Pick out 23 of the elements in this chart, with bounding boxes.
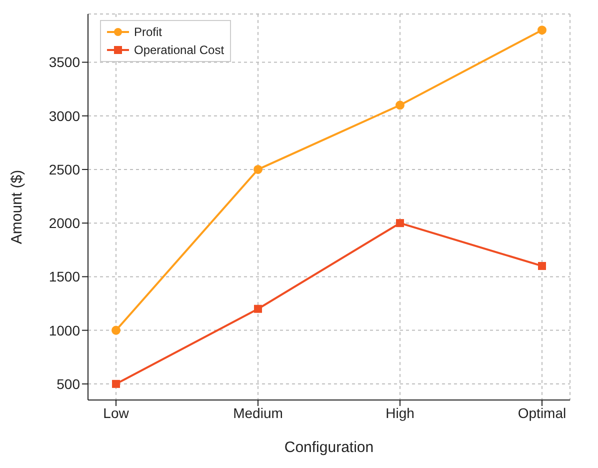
point (396, 219, 404, 228)
y-tick-label: 500 (56, 376, 80, 392)
y-axis-title: Amount ($) (8, 170, 26, 244)
y-tick-label: 2000 (48, 215, 80, 232)
point (254, 304, 262, 313)
point (538, 262, 546, 270)
y-tick-label: 2500 (48, 161, 80, 178)
x-tick-label: Low (103, 404, 130, 421)
legend-label: Operational Cost (134, 42, 224, 59)
point (538, 26, 546, 35)
point (254, 164, 262, 174)
point (112, 326, 120, 335)
point (396, 100, 404, 110)
y-tick-label: 3500 (48, 54, 80, 70)
y-tick-label: 1500 (48, 268, 80, 285)
x-tick-label: High (386, 404, 414, 421)
y-tick-label: 1000 (48, 322, 80, 338)
x-axis-title: Configuration (284, 439, 374, 456)
x-tick-label: Optimal (518, 404, 566, 421)
x-tick-label: Medium (233, 404, 283, 421)
legend-label: Profit (134, 24, 162, 41)
y-tick-label: 3000 (48, 108, 80, 124)
point (112, 380, 120, 388)
